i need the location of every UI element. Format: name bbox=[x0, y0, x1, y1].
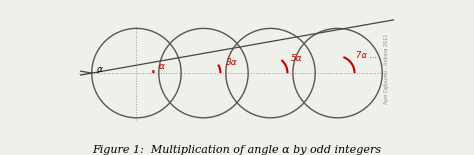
Text: Figure 1:  Multiplication of angle α by odd integers: Figure 1: Multiplication of angle α by o… bbox=[92, 145, 382, 155]
Text: 7α ...: 7α ... bbox=[356, 51, 378, 60]
Text: 5α: 5α bbox=[291, 54, 303, 63]
Text: α: α bbox=[159, 62, 165, 71]
Text: α: α bbox=[97, 65, 103, 74]
Text: 3α: 3α bbox=[226, 58, 237, 67]
Text: Ayın Ogluumu - Ankara 2011: Ayın Ogluumu - Ankara 2011 bbox=[384, 33, 389, 104]
